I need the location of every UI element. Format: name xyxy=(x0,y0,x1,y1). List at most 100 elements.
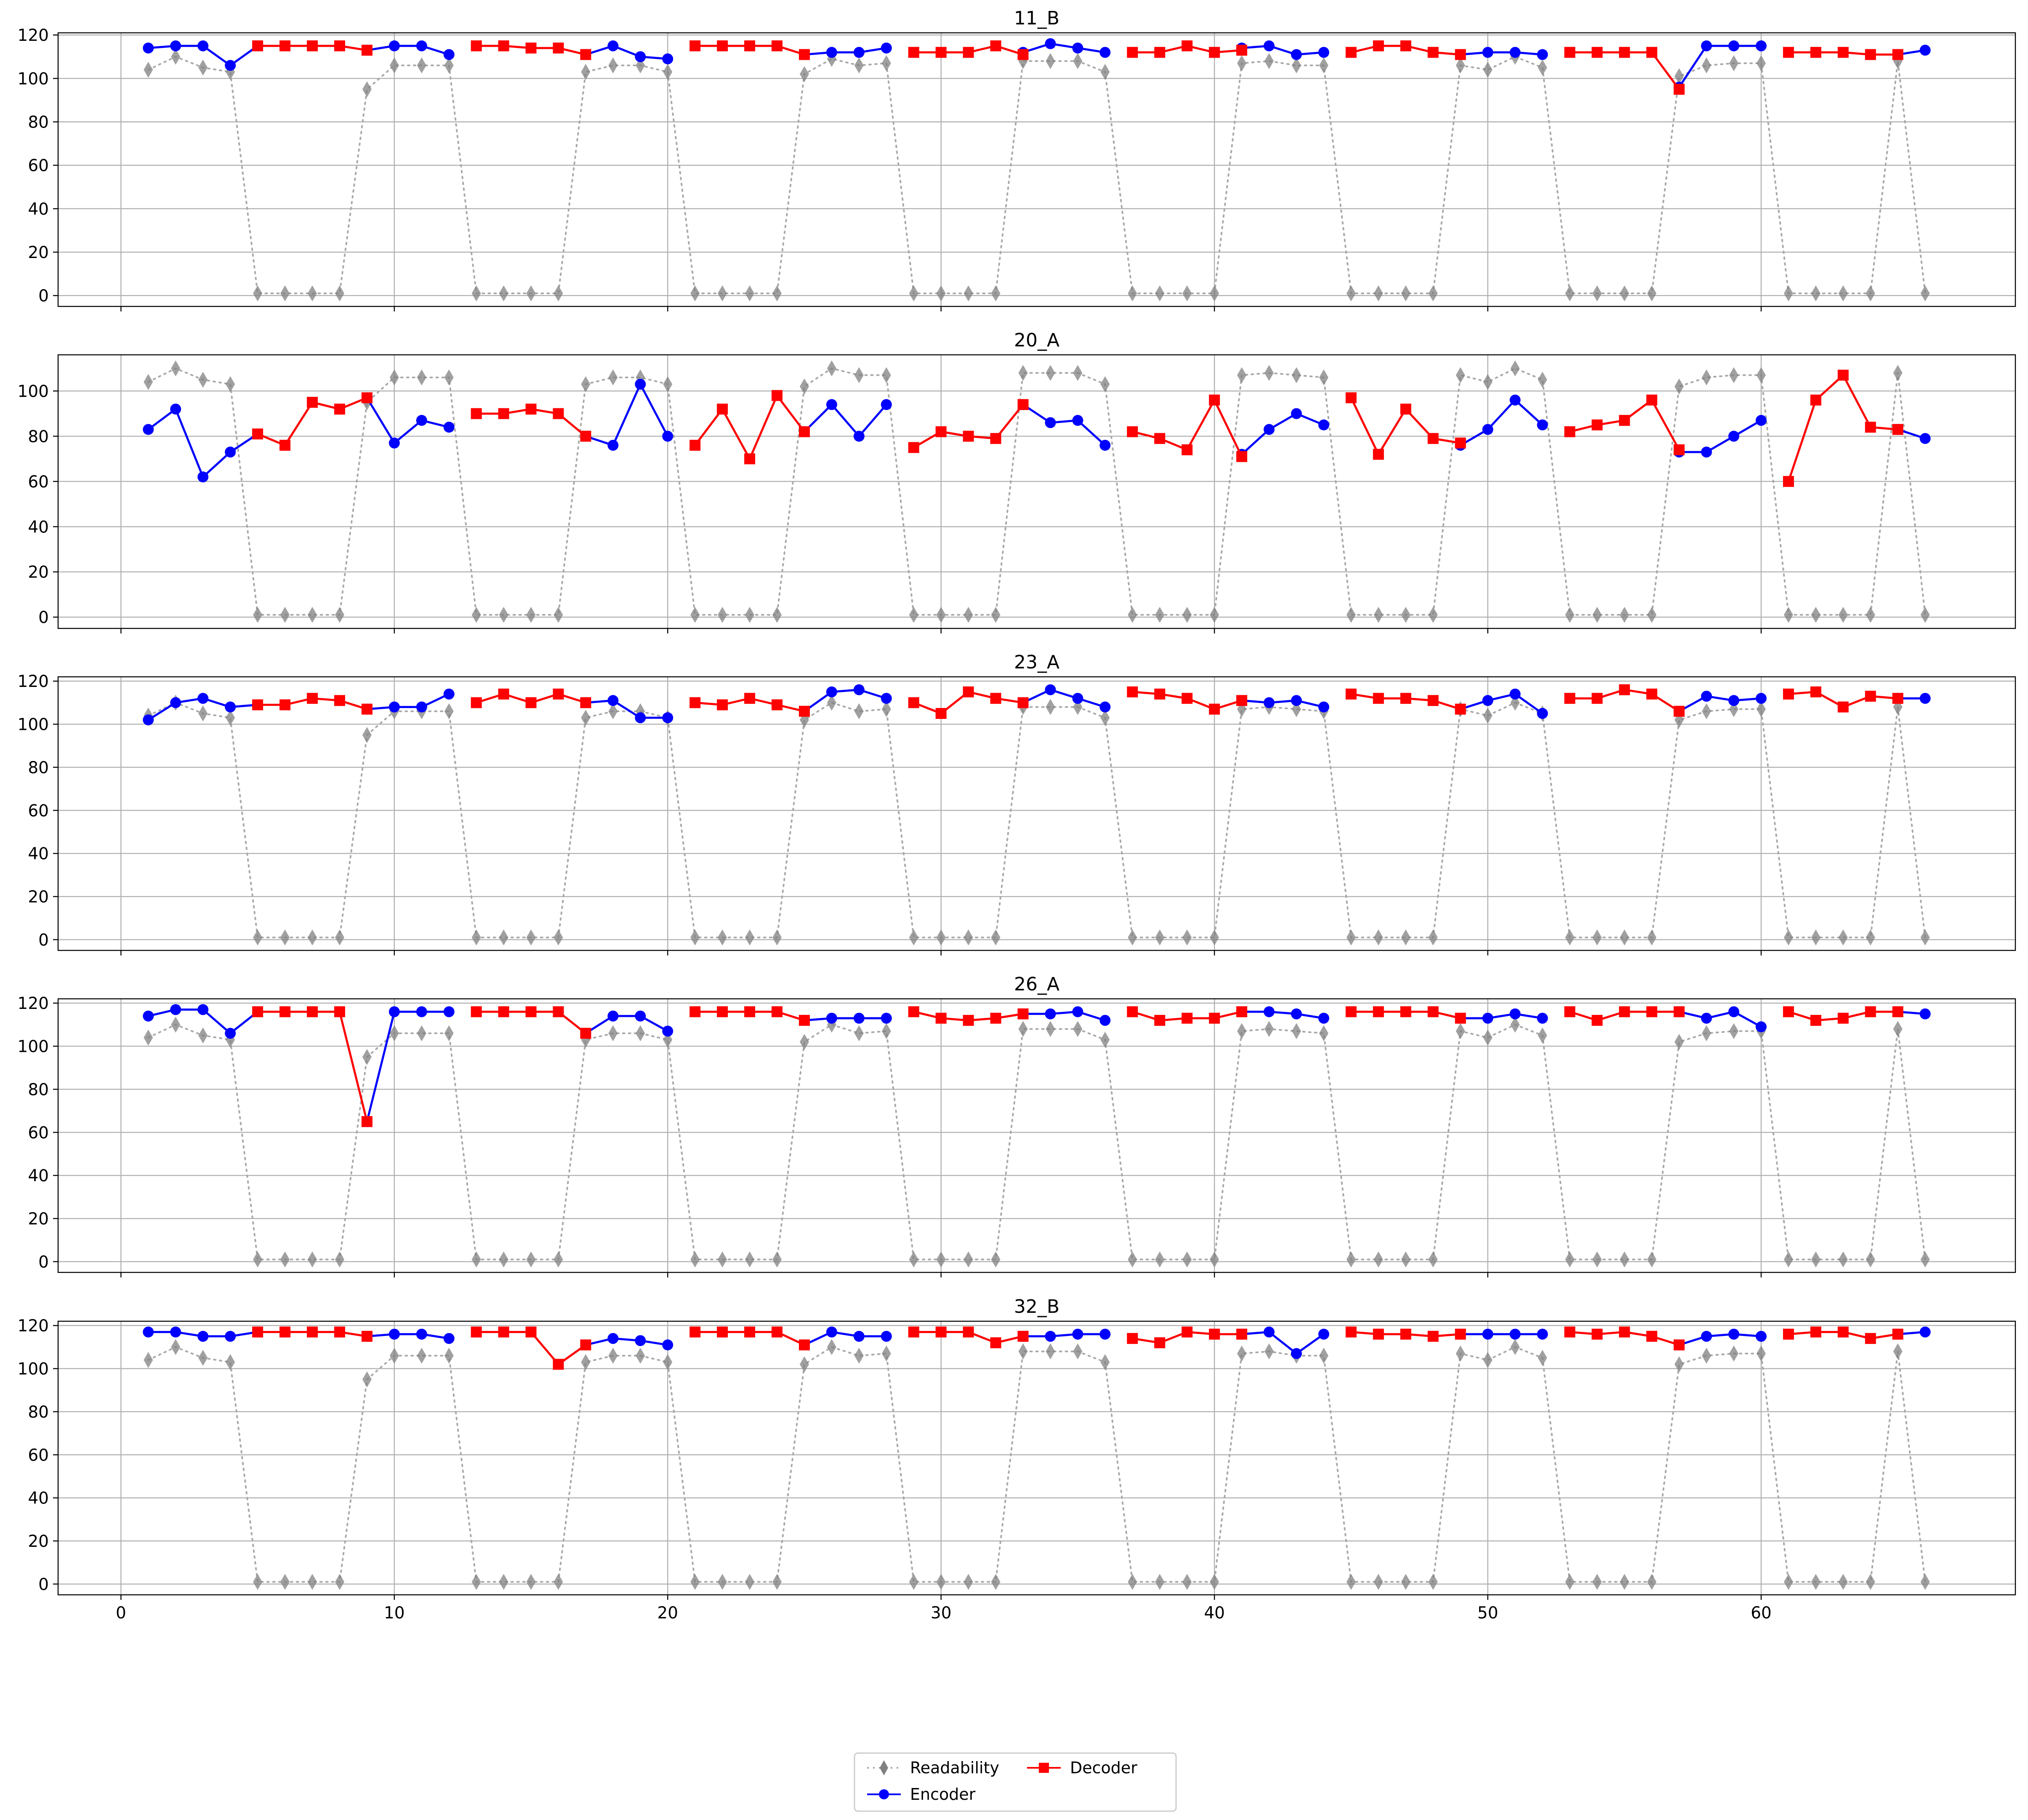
y-tick-label: 80 xyxy=(28,113,49,132)
readability-point xyxy=(1346,1251,1356,1268)
decoder-point xyxy=(1127,1006,1138,1017)
readability-point xyxy=(1073,53,1083,69)
decoder-point xyxy=(1400,1328,1411,1340)
decoder-point xyxy=(689,1326,701,1338)
readability-point xyxy=(1100,1354,1110,1370)
readability-point xyxy=(1456,1023,1465,1039)
readability-point xyxy=(1319,1025,1328,1041)
decoder-point xyxy=(1127,426,1138,437)
decoder-point xyxy=(1400,693,1411,704)
encoder-line xyxy=(585,1337,668,1346)
readability-point xyxy=(1182,929,1192,946)
readability-point xyxy=(1018,1343,1028,1360)
axes-frame xyxy=(57,1320,2016,1596)
decoder-point xyxy=(525,1006,537,1017)
decoder-point xyxy=(252,1326,263,1338)
encoder-point xyxy=(1537,1013,1548,1024)
readability-point xyxy=(936,1574,946,1590)
decoder-point xyxy=(1373,1328,1384,1340)
readability-point xyxy=(1155,285,1165,302)
encoder-point xyxy=(1756,415,1767,426)
decoder-point xyxy=(498,408,509,419)
y-tick-label: 40 xyxy=(28,1489,49,1508)
y-tick-label: 80 xyxy=(28,1080,49,1099)
readability-point xyxy=(1319,1347,1328,1364)
decoder-point xyxy=(1209,394,1220,406)
series-decoder xyxy=(252,684,1903,719)
encoder-point xyxy=(607,695,619,706)
y-tick-label: 120 xyxy=(18,1317,49,1336)
y-tick-label: 20 xyxy=(28,1210,49,1229)
readability-point xyxy=(389,57,399,74)
decoder-point xyxy=(744,1326,756,1338)
readability-point xyxy=(799,1356,809,1373)
readability-point xyxy=(745,929,755,946)
decoder-point xyxy=(1373,693,1384,704)
decoder-point xyxy=(1646,688,1658,700)
encoder-point xyxy=(1701,446,1712,458)
encoder-point xyxy=(197,1330,209,1342)
readability-point xyxy=(1783,1574,1793,1590)
y-tick-label: 20 xyxy=(28,243,49,262)
encoder-line xyxy=(804,1331,886,1346)
decoder-point xyxy=(525,403,537,415)
readability-point xyxy=(1866,1251,1875,1268)
readability-point xyxy=(745,1574,755,1590)
readability-point xyxy=(253,285,263,302)
readability-point xyxy=(1346,285,1356,302)
readability-point xyxy=(1729,1023,1739,1039)
readability-point xyxy=(554,607,563,623)
y-tick-label: 100 xyxy=(18,1360,49,1379)
readability-point xyxy=(1100,64,1110,80)
decoder-point xyxy=(772,1326,783,1338)
decoder-point xyxy=(1455,49,1466,60)
encoder-point xyxy=(170,40,181,51)
decoder-point xyxy=(553,1359,564,1370)
decoder-point xyxy=(1345,47,1357,58)
readability-point xyxy=(799,1034,809,1050)
decoder-point xyxy=(306,1006,318,1017)
series-readability xyxy=(144,1339,1930,1590)
decoder-point xyxy=(935,426,947,437)
y-tick-label: 0 xyxy=(38,1575,49,1594)
readability-point xyxy=(1565,1251,1575,1268)
y-tick-label: 100 xyxy=(18,382,49,401)
decoder-point xyxy=(744,693,756,704)
decoder-point xyxy=(279,1006,291,1017)
readability-point xyxy=(198,705,208,722)
readability-point xyxy=(1100,1032,1110,1048)
decoder-point xyxy=(963,1326,974,1338)
encoder-line xyxy=(1678,45,1761,88)
decoder-point xyxy=(908,47,919,58)
readability-point xyxy=(471,285,481,302)
readability-point xyxy=(1210,607,1219,623)
decoder-point xyxy=(798,49,810,60)
decoder-point xyxy=(1564,1326,1576,1338)
readability-point xyxy=(1620,285,1629,302)
readability-point xyxy=(526,285,536,302)
encoder-point xyxy=(1701,1013,1712,1024)
readability-point xyxy=(1100,376,1110,392)
decoder-point xyxy=(1455,703,1466,715)
decoder-point xyxy=(1236,1328,1248,1340)
encoder-point xyxy=(443,1006,455,1017)
encoder-point xyxy=(881,1013,892,1024)
readability-point xyxy=(663,64,673,80)
readability-point xyxy=(417,57,426,74)
encoder-point xyxy=(1072,693,1083,704)
series-readability xyxy=(144,1016,1930,1268)
decoder-point xyxy=(1674,1339,1685,1351)
decoder-point xyxy=(990,40,1001,51)
readability-point xyxy=(1100,710,1110,726)
readability-point xyxy=(991,929,1001,946)
encoder-point xyxy=(1072,43,1083,54)
decoder-point xyxy=(744,1006,756,1017)
decoder-point xyxy=(1837,701,1849,713)
encoder-point xyxy=(1537,708,1548,719)
readability-point xyxy=(1757,701,1766,717)
readability-point xyxy=(1128,1251,1137,1268)
decoder-point xyxy=(1892,49,1903,60)
readability-point xyxy=(1893,365,1903,381)
decoder-point xyxy=(908,697,919,708)
decoder-point xyxy=(1236,45,1248,56)
